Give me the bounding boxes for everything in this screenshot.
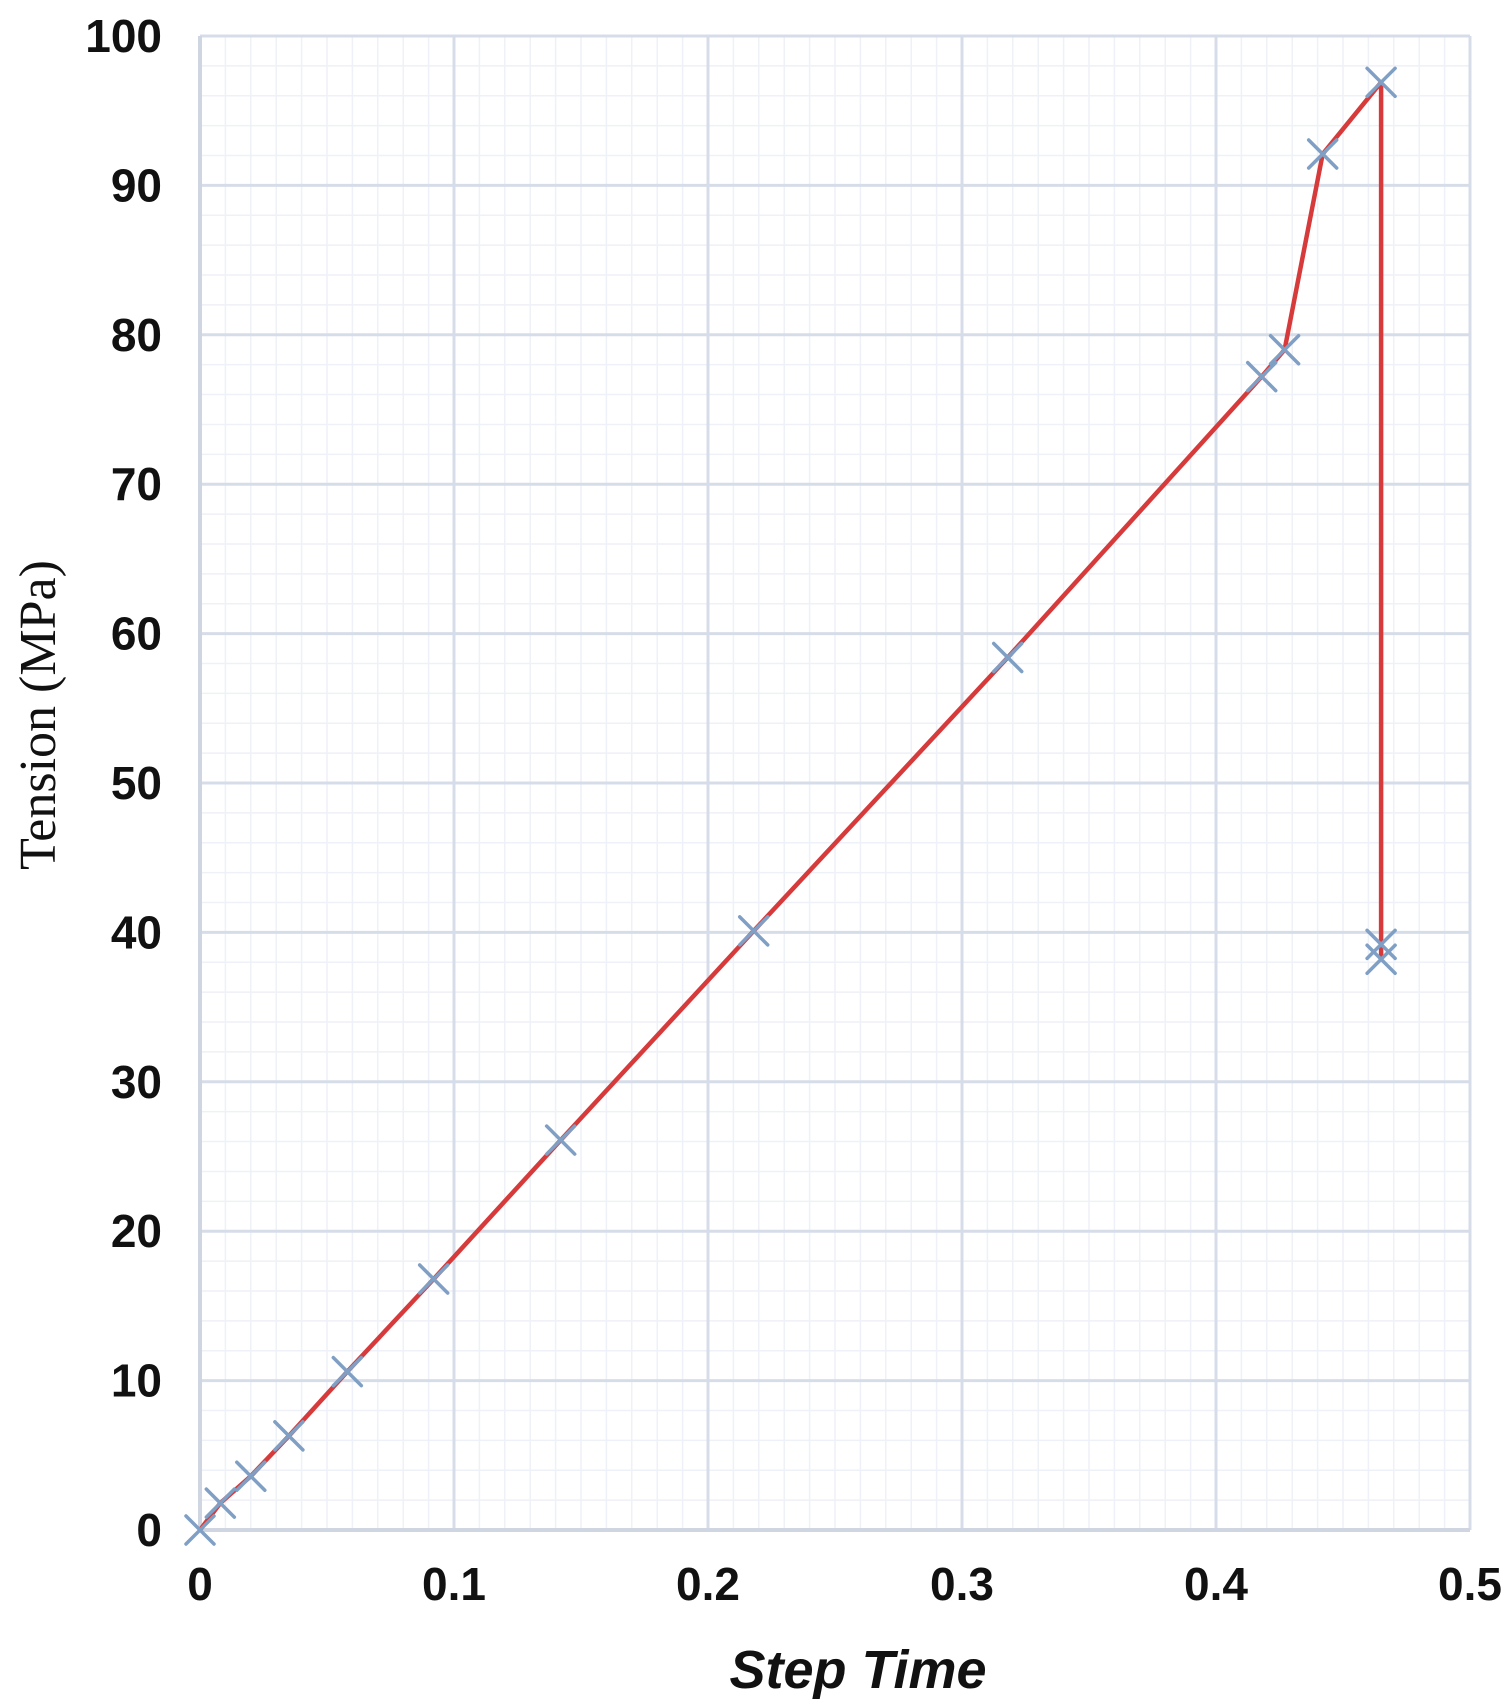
data-point-marker bbox=[1268, 333, 1301, 366]
marker-stroke bbox=[184, 1514, 216, 1546]
data-point-marker bbox=[273, 1420, 305, 1452]
y-tick-label: 40 bbox=[111, 906, 162, 958]
marker-stroke bbox=[544, 1124, 577, 1156]
y-tick-label: 100 bbox=[85, 10, 162, 62]
marker-stroke bbox=[331, 1355, 364, 1388]
marker-stroke bbox=[417, 1263, 450, 1295]
x-tick-label: 0.1 bbox=[422, 1558, 486, 1610]
marker-stroke bbox=[235, 1460, 267, 1492]
y-tick-label: 50 bbox=[111, 757, 162, 809]
y-tick-label: 80 bbox=[111, 309, 162, 361]
plot-frame bbox=[198, 36, 1470, 1532]
data-point-marker bbox=[204, 1487, 237, 1519]
tick-labels: 0 0.1 0.2 0.3 0.4 0.5 0 10 20 30 40 50 60 70 80 90 100 bbox=[85, 10, 1502, 1610]
x-tick-label: 0.2 bbox=[676, 1558, 740, 1610]
data-point-marker bbox=[1365, 66, 1397, 99]
x-tick-label: 0 bbox=[187, 1558, 213, 1610]
data-point-marker bbox=[1306, 138, 1339, 170]
x-tick-label: 0.5 bbox=[1438, 1558, 1502, 1610]
y-tick-label: 20 bbox=[111, 1205, 162, 1257]
marker-stroke bbox=[991, 641, 1024, 674]
marker-stroke bbox=[737, 915, 770, 947]
data-point-marker bbox=[331, 1355, 364, 1388]
marker-stroke bbox=[1365, 943, 1397, 976]
data-point-marker bbox=[1245, 360, 1278, 393]
data-point-marker bbox=[544, 1124, 577, 1156]
data-point-marker bbox=[737, 915, 770, 947]
marker-stroke bbox=[1365, 66, 1397, 99]
y-tick-label: 70 bbox=[111, 458, 162, 510]
marker-stroke bbox=[273, 1420, 305, 1452]
marker-stroke bbox=[1245, 360, 1278, 393]
y-tick-label: 10 bbox=[111, 1355, 162, 1407]
y-tick-label: 30 bbox=[111, 1056, 162, 1108]
marker-stroke bbox=[204, 1487, 237, 1519]
data-point-marker bbox=[991, 641, 1024, 674]
y-tick-label: 0 bbox=[136, 1504, 162, 1556]
data-point-marker bbox=[184, 1514, 216, 1546]
x-axis-title: Step Time bbox=[729, 1640, 986, 1700]
x-tick-label: 0.4 bbox=[1184, 1558, 1248, 1610]
marker-layer bbox=[184, 66, 1397, 1546]
marker-stroke bbox=[1268, 333, 1301, 366]
data-point-marker bbox=[417, 1263, 450, 1295]
data-point-marker bbox=[1365, 928, 1397, 961]
marker-stroke bbox=[1365, 928, 1397, 961]
marker-stroke bbox=[1306, 138, 1339, 170]
y-axis-title: Tension (MPa) bbox=[10, 560, 67, 870]
data-point-marker bbox=[235, 1460, 267, 1492]
y-tick-label: 90 bbox=[111, 159, 162, 211]
data-point-marker bbox=[1365, 943, 1397, 976]
y-tick-label: 60 bbox=[111, 608, 162, 660]
x-tick-label: 0.3 bbox=[930, 1558, 994, 1610]
